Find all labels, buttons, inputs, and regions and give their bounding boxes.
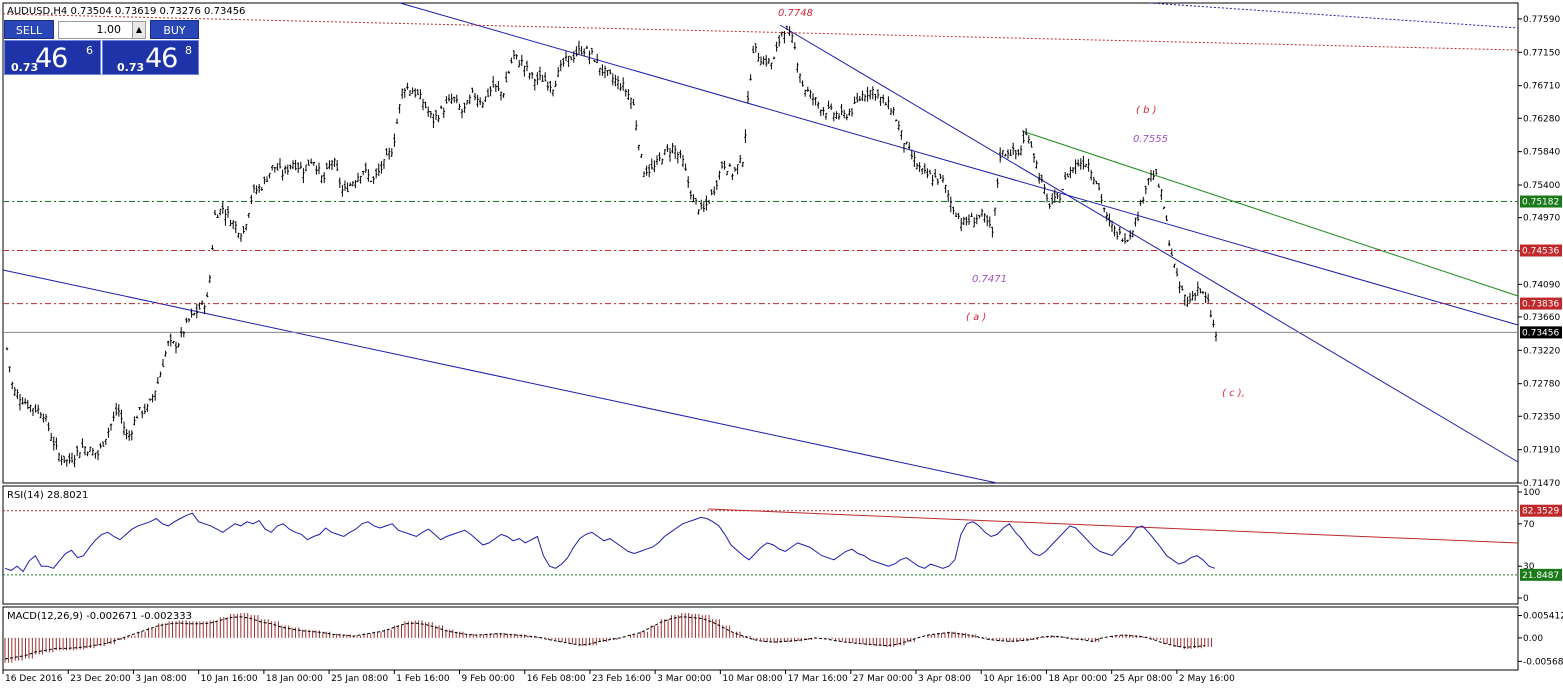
time-tick-label: 16 Dec 2016 <box>5 674 63 684</box>
upper-dotted-line <box>1149 2 1519 29</box>
rsi-series: 100 70 30 0 82.3529 21.8487 <box>3 488 1562 604</box>
buy-price-box[interactable]: 0.73 46 8 <box>102 40 199 75</box>
price-tick-label: 0.71910 <box>1523 446 1560 456</box>
green-trend-line <box>1021 130 1519 297</box>
time-tick-label: 18 Jan 00:00 <box>266 674 323 684</box>
level-badge-0.74536 <box>1520 244 1562 257</box>
macd-tick-label: 0.00 <box>1523 634 1543 644</box>
time-tick-label: 10 Mar 08:00 <box>722 674 782 684</box>
price-tick-label: 0.76710 <box>1523 82 1560 92</box>
rsi-panel-frame <box>2 485 1519 605</box>
time-tick-label: 2 May 16:00 <box>1179 674 1235 684</box>
price-tick-label: 0.77590 <box>1523 15 1560 25</box>
level-badge-0.73456 <box>1520 326 1562 339</box>
rsi-resistance-line <box>707 508 1519 544</box>
sell-button[interactable]: SELL <box>4 20 54 39</box>
time-tick-label: 25 Jan 08:00 <box>331 674 388 684</box>
lot-increase-icon[interactable]: ▲ <box>132 21 146 39</box>
buy-price-pips: 46 <box>145 43 178 74</box>
time-tick-label: 16 Feb 08:00 <box>527 674 586 684</box>
price-tick-label: 0.76280 <box>1523 114 1560 124</box>
time-tick-label: 27 Mar 00:00 <box>853 674 913 684</box>
price-tick-label: 0.75400 <box>1523 181 1560 191</box>
price-bars <box>5 25 1218 468</box>
time-tick-label: 17 Mar 16:00 <box>788 674 848 684</box>
buy-price-fraction: 8 <box>185 44 192 57</box>
price-tick-label: 0.74090 <box>1523 280 1560 290</box>
price-tick-label: 0.73660 <box>1523 313 1560 323</box>
time-tick-label: 23 Dec 20:00 <box>70 674 131 684</box>
time-tick-label: 23 Feb 16:00 <box>592 674 651 684</box>
sell-price-prefix: 0.73 <box>11 61 39 74</box>
time-tick-label: 9 Feb 00:00 <box>462 674 516 684</box>
rsi-tick-label: 100 <box>1523 488 1540 498</box>
buy-button[interactable]: BUY <box>150 20 199 39</box>
time-tick-label: 3 Jan 08:00 <box>135 674 187 684</box>
rsi-line <box>4 512 1216 573</box>
lot-size-input[interactable]: 1.00 <box>58 21 146 39</box>
rsi-tick-label: 30 <box>1523 562 1535 572</box>
time-tick-label: 3 Apr 08:00 <box>918 674 971 684</box>
level-badge-text: 0.74536 <box>1522 247 1559 257</box>
lower-channel-line <box>779 24 1519 463</box>
rsi-level-badge <box>1520 568 1562 581</box>
time-tick-label: 3 Mar 00:00 <box>657 674 712 684</box>
rsi-tick-label: 70 <box>1523 520 1535 530</box>
price-tick-label: 0.73220 <box>1523 346 1560 356</box>
price-tick-label: 0.71470 <box>1523 479 1560 489</box>
wave-annotations: 0.7748 ( b ) 0.7555 0.7471 ( a ) ( c ), <box>778 8 1245 399</box>
time-tick-label: 10 Apr 16:00 <box>983 674 1042 684</box>
macd-tick-label: -0.005682 <box>1523 657 1563 667</box>
level-badge-text: 0.73836 <box>1522 300 1559 310</box>
symbol-caption: AUDUSD,H4 0.73504 0.73619 0.73276 0.7345… <box>7 6 245 17</box>
macd-signal-line <box>4 616 1205 660</box>
channel-lines <box>2 2 1519 484</box>
annotation-a: ( a ) <box>966 312 986 323</box>
macd-series: 0.005412 0.00 -0.005682 <box>4 611 1563 667</box>
sell-price-pips: 46 <box>35 43 68 74</box>
buy-price-prefix: 0.73 <box>117 61 145 74</box>
rsi-level-text: 21.8487 <box>1522 571 1559 581</box>
annotation-07748: 0.7748 <box>778 8 813 19</box>
price-tick-label: 0.72780 <box>1523 380 1560 390</box>
time-axis: 16 Dec 2016 23 Dec 20:00 3 Jan 08:00 10 Jan… <box>2 670 1235 684</box>
long-trend-line <box>2 269 998 484</box>
red-dotted-line <box>2 13 1519 51</box>
rsi-caption: RSI(14) 28.8021 <box>7 490 88 501</box>
level-badge-0.75182 <box>1520 195 1562 208</box>
one-click-trading-panel: SELL ▼ 1.00 ▲ BUY 0.73 46 6 0.73 46 8 <box>4 20 199 75</box>
annotation-07471: 0.7471 <box>972 274 1007 285</box>
sell-price-box[interactable]: 0.73 46 6 <box>4 40 101 75</box>
annotation-c: ( c ), <box>1222 388 1245 399</box>
time-tick-label: 1 Feb 16:00 <box>396 674 450 684</box>
price-tick-label: 0.72350 <box>1523 412 1560 422</box>
time-tick-label: 10 Jan 16:00 <box>201 674 258 684</box>
price-tick-label: 0.75840 <box>1523 148 1560 158</box>
level-badge-text: 0.73456 <box>1522 328 1559 338</box>
sell-price-fraction: 6 <box>86 44 93 57</box>
level-badge-0.73836 <box>1520 297 1562 310</box>
price-panel-frame <box>2 2 1519 484</box>
rsi-tick-label: 0 <box>1523 594 1529 604</box>
rsi-level-badge <box>1520 504 1562 517</box>
price-tick-label: 0.77150 <box>1523 48 1560 58</box>
upper-channel-line <box>399 2 1519 326</box>
macd-caption: MACD(12,26,9) -0.002671 -0.002333 <box>7 611 192 622</box>
time-tick-label: 18 Apr 00:00 <box>1048 674 1107 684</box>
macd-tick-label: 0.005412 <box>1523 611 1563 621</box>
price-tick-label: 0.74970 <box>1523 214 1560 224</box>
time-tick-label: 25 Apr 08:00 <box>1114 674 1173 684</box>
annotation-07555: 0.7555 <box>1133 134 1168 145</box>
annotation-b: ( b ) <box>1136 105 1157 116</box>
rsi-level-text: 82.3529 <box>1522 507 1559 517</box>
horizontal-levels: 0.75182 0.74536 0.73836 0.73456 <box>3 195 1562 339</box>
level-badge-text: 0.75182 <box>1522 198 1559 208</box>
